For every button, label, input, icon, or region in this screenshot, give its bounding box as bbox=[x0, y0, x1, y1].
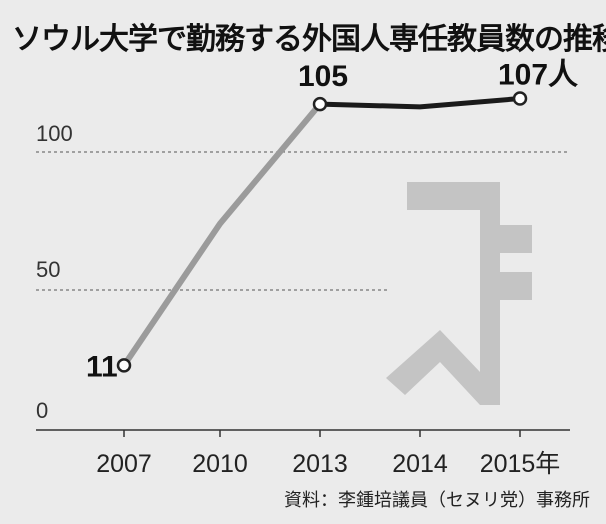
data-label: 11 bbox=[86, 350, 118, 383]
chart-title: ソウル大学で勤務する外国人専任教員数の推移 bbox=[12, 23, 606, 56]
y-tick-label: 100 bbox=[36, 121, 73, 146]
series-line-early bbox=[121, 102, 323, 368]
x-tick-label: 2013 bbox=[292, 450, 348, 478]
x-tick-label: 2014 bbox=[392, 450, 448, 478]
data-point-marker bbox=[116, 358, 132, 373]
source-note: 資料：李鍾培議員（セヌリ党）事務所 bbox=[284, 490, 590, 510]
watermark-glyph bbox=[386, 182, 532, 405]
y-tick-label: 50 bbox=[36, 257, 60, 282]
y-tick-label: 0 bbox=[36, 398, 48, 423]
x-tick-label: 2007 bbox=[96, 450, 152, 478]
data-label: 107人 bbox=[498, 59, 578, 92]
data-point-marker bbox=[512, 91, 528, 106]
x-tick-label: 2015年 bbox=[480, 450, 561, 478]
x-tick-label: 2010 bbox=[192, 450, 248, 478]
data-point-marker bbox=[312, 96, 328, 112]
data-label: 105 bbox=[298, 60, 348, 93]
series-line-recent bbox=[319, 96, 521, 110]
